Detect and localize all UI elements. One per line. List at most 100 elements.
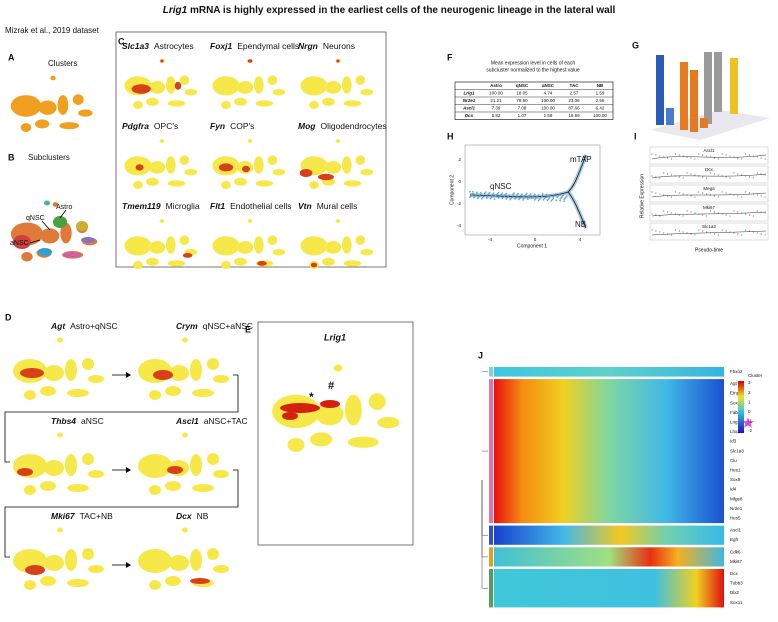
- cell-point: [514, 198, 516, 200]
- x-axis-label: Pseudo-time: [695, 247, 723, 253]
- cell-point: [474, 195, 476, 198]
- table-cell: 100.00: [593, 113, 607, 118]
- umap: [212, 59, 286, 109]
- cell-point: [694, 158, 696, 160]
- umap: [138, 432, 229, 495]
- cell-point: [690, 173, 692, 175]
- table-cell: 2.57: [570, 90, 579, 95]
- gene-name: Thbs4: [51, 416, 76, 426]
- cell-type: aNSC: [81, 416, 104, 426]
- spots: [247, 59, 253, 63]
- annotation: #: [328, 380, 334, 392]
- arrow-head: [126, 467, 131, 473]
- cell-point: [678, 154, 680, 156]
- gene-name: Mog: [298, 121, 316, 131]
- gene-label: Agt Astro+qNSC: [50, 321, 118, 331]
- cell-point: [725, 192, 727, 194]
- heatmap-block: [494, 547, 724, 567]
- gene-label: Clu: [730, 458, 737, 463]
- cell-type: TAC+NB: [80, 511, 113, 521]
- cell-point: [651, 153, 653, 155]
- cell-point: [764, 158, 766, 160]
- cell-point: [469, 196, 471, 198]
- cell-point: [533, 199, 536, 201]
- cell-point: [670, 234, 673, 236]
- cell-point: [698, 191, 700, 193]
- panel-letter: C: [118, 36, 125, 46]
- gene-name: Nrgn: [298, 41, 318, 51]
- cell-point: [729, 177, 731, 179]
- cell-point: [528, 195, 530, 198]
- table-cell: 21.21: [490, 98, 502, 103]
- annotation: qNSC: [490, 182, 512, 191]
- cell-point: [491, 193, 494, 196]
- track-label: Mki67: [703, 205, 716, 210]
- cell-type: Neurons: [323, 41, 355, 51]
- cell-point: [651, 229, 653, 231]
- cell-point: [748, 192, 751, 194]
- cell-point: [506, 197, 509, 199]
- gene-label: Agt: [730, 381, 738, 386]
- cell-point: [737, 195, 739, 197]
- cell-point: [706, 155, 708, 157]
- cell-point: [717, 158, 719, 160]
- cell-point: [682, 231, 684, 233]
- cell-point: [694, 196, 696, 198]
- expression-spot: [242, 165, 250, 173]
- cell-point: [725, 154, 727, 156]
- table-cell: 100.00: [541, 105, 555, 110]
- expression-spot: [20, 368, 44, 378]
- table-cell: 78.60: [516, 98, 528, 103]
- cell-point: [717, 212, 719, 214]
- gene-label: Dcx NB: [176, 511, 209, 521]
- cell-point: [478, 196, 480, 198]
- umap-panel: [299, 139, 374, 189]
- table-cell: qNSC: [516, 83, 529, 88]
- cell-point: [528, 194, 531, 196]
- cell-point: [501, 197, 504, 200]
- spots: [135, 164, 144, 171]
- cell-point: [469, 190, 471, 193]
- spots: [310, 262, 318, 268]
- cell-point: [686, 210, 688, 212]
- cell-point: [479, 192, 482, 194]
- gene-label: Slc1a3: [730, 448, 744, 453]
- bar-3d: [650, 52, 770, 140]
- cell-point: [760, 157, 762, 159]
- cell-point: [562, 194, 564, 197]
- table-cell: 18.59: [568, 113, 580, 118]
- umap: [124, 59, 198, 109]
- gene-name: Pdgfra: [122, 121, 149, 131]
- heatmap-block: [494, 367, 724, 377]
- cell-point: [502, 196, 505, 199]
- gene-label: Hes5: [730, 515, 741, 520]
- gene-label: Vtn Mural cells: [298, 201, 357, 211]
- table-cell: 7.08: [518, 105, 527, 110]
- cell-point: [682, 215, 684, 217]
- cell-point: [670, 174, 673, 176]
- cell-point: [752, 177, 755, 179]
- cell-point: [541, 193, 544, 195]
- heatmap: Fbxo2 Agt Etnppl Sox2 Fabp7 Lrig1 Lhx2 Id3 Slc1a…: [481, 367, 763, 608]
- cell-point: [522, 199, 524, 201]
- trend: [651, 192, 767, 198]
- gene-label: Mki67 TAC+NB: [51, 511, 113, 521]
- panel-letter: D: [5, 312, 12, 322]
- cell-point: [490, 194, 493, 197]
- gene-label: Egfr: [730, 537, 739, 542]
- cell-point: [698, 229, 700, 231]
- cell-point: [515, 196, 517, 199]
- cell-point: [694, 174, 696, 176]
- umap-panel: [300, 59, 374, 109]
- cell-point: [670, 212, 673, 214]
- cell-point: [651, 213, 653, 215]
- cell-type: COP's: [230, 121, 254, 131]
- title-gene: Lrig1: [163, 5, 188, 16]
- gene-label: Thbs4 aNSC: [51, 416, 104, 426]
- track-label: Slc1a3: [702, 224, 716, 229]
- cell-point: [682, 155, 684, 157]
- cell-point: [479, 193, 482, 196]
- cell-point: [507, 195, 510, 198]
- panel-letter: F: [447, 52, 453, 62]
- cell-point: [702, 192, 704, 194]
